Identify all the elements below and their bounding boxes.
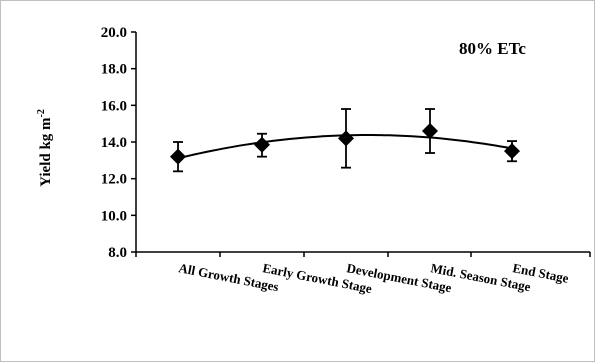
data-point-3 (422, 123, 438, 139)
y-tick-label-2: 12.0 (101, 172, 127, 188)
y-tick-label-0: 8.0 (108, 245, 127, 261)
data-point-2 (338, 130, 354, 147)
y-tick-label-6: 20.0 (101, 25, 127, 41)
data-points (170, 123, 520, 165)
y-tick-label-3: 14.0 (101, 135, 127, 151)
etc-annotation: 80% ETc (459, 39, 526, 58)
data-point-1 (254, 136, 270, 153)
y-axis-ticks: 8.0 10.0 12.0 14.0 16.0 18.0 20.0 (101, 25, 136, 261)
data-point-4 (504, 143, 520, 160)
y-tick-label-4: 16.0 (101, 98, 127, 114)
x-axis-ticks (135, 252, 591, 257)
y-tick-label-5: 18.0 (101, 62, 127, 78)
y-axis-label-text: Yield kg m (38, 117, 54, 187)
data-point-0 (170, 148, 186, 165)
y-tick-label-1: 10.0 (101, 208, 127, 224)
y-axis-label-superscript: -2 (36, 109, 47, 117)
y-axis-label: Yield kg m-2 (36, 109, 54, 187)
